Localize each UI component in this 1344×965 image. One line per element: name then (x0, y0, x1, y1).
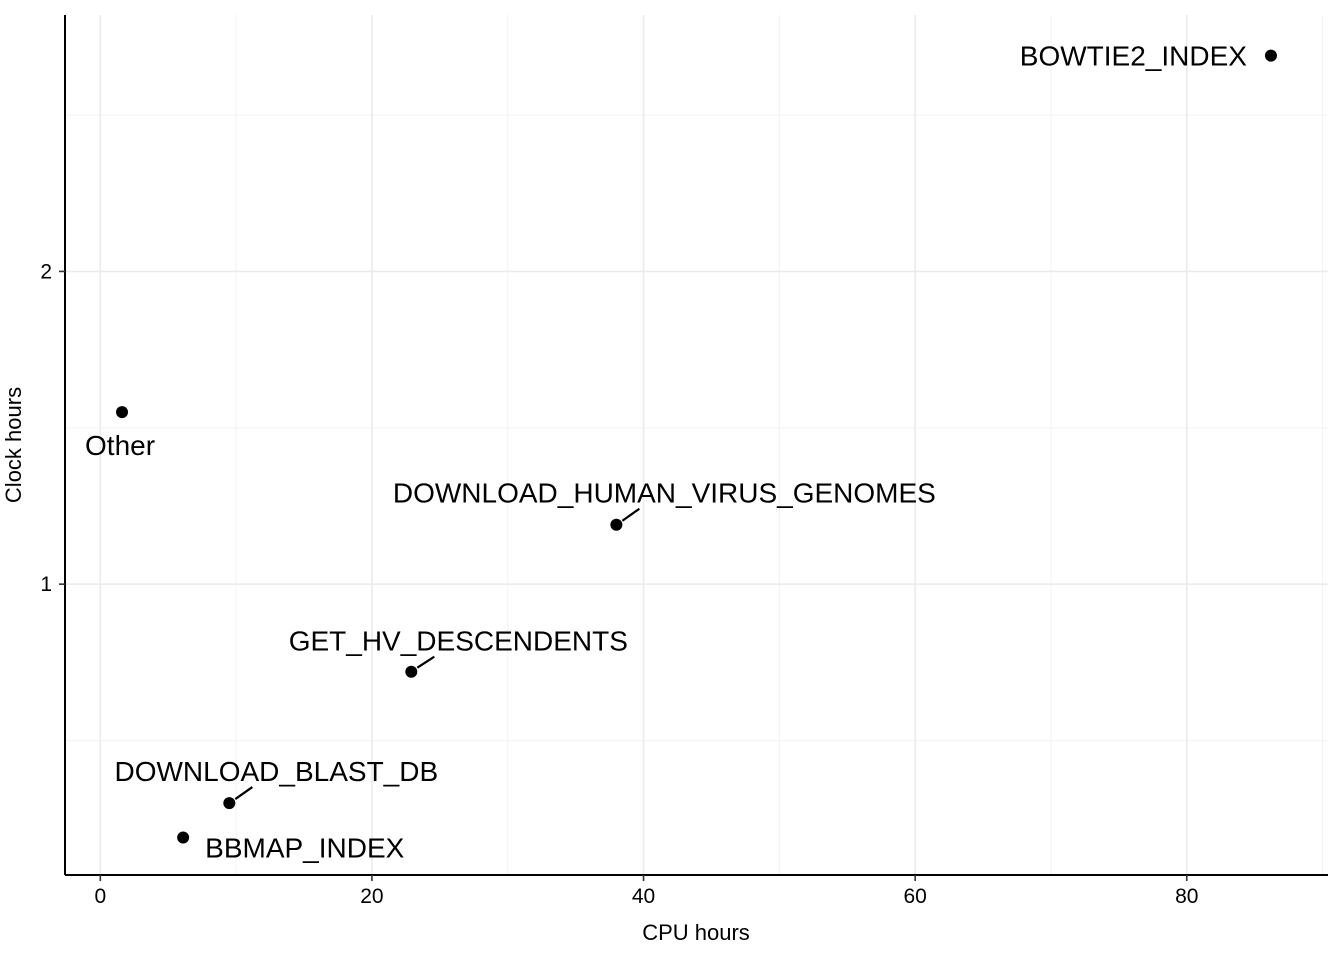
data-point (177, 831, 190, 844)
point-label: BBMAP_INDEX (205, 832, 404, 863)
data-point (405, 665, 418, 678)
x-tick-label: 60 (903, 885, 926, 908)
point-label: Other (85, 430, 155, 461)
leader-layer (234, 507, 641, 800)
y-axis-title: Clock hours (1, 387, 26, 503)
grid-layer (65, 15, 1328, 875)
label-layer: BOWTIE2_INDEX Other DOWNLOAD_HUMAN_VIRUS_G… (85, 41, 1247, 864)
point-label: DOWNLOAD_BLAST_DB (115, 756, 439, 787)
point-label: GET_HV_DESCENDENTS (289, 626, 628, 657)
y-tick-label: 2 (40, 260, 52, 283)
data-point (1264, 49, 1277, 62)
label-leader-line (234, 786, 253, 800)
label-leader-line (416, 655, 435, 669)
x-tick-label: 80 (1175, 885, 1198, 908)
point-layer (116, 49, 1277, 844)
data-point (223, 797, 236, 810)
data-point (116, 406, 129, 419)
data-point (610, 518, 623, 531)
label-leader-line (621, 507, 641, 522)
point-label: DOWNLOAD_HUMAN_VIRUS_GENOMES (393, 478, 936, 509)
x-tick-label: 20 (360, 885, 383, 908)
axis-layer: 0 20 40 60 80 1 2 (40, 15, 1328, 908)
point-label: BOWTIE2_INDEX (1020, 41, 1247, 72)
y-tick-label: 1 (40, 573, 52, 596)
x-tick-label: 40 (632, 885, 655, 908)
x-tick-label: 0 (94, 885, 106, 908)
x-axis-title: CPU hours (642, 920, 750, 945)
